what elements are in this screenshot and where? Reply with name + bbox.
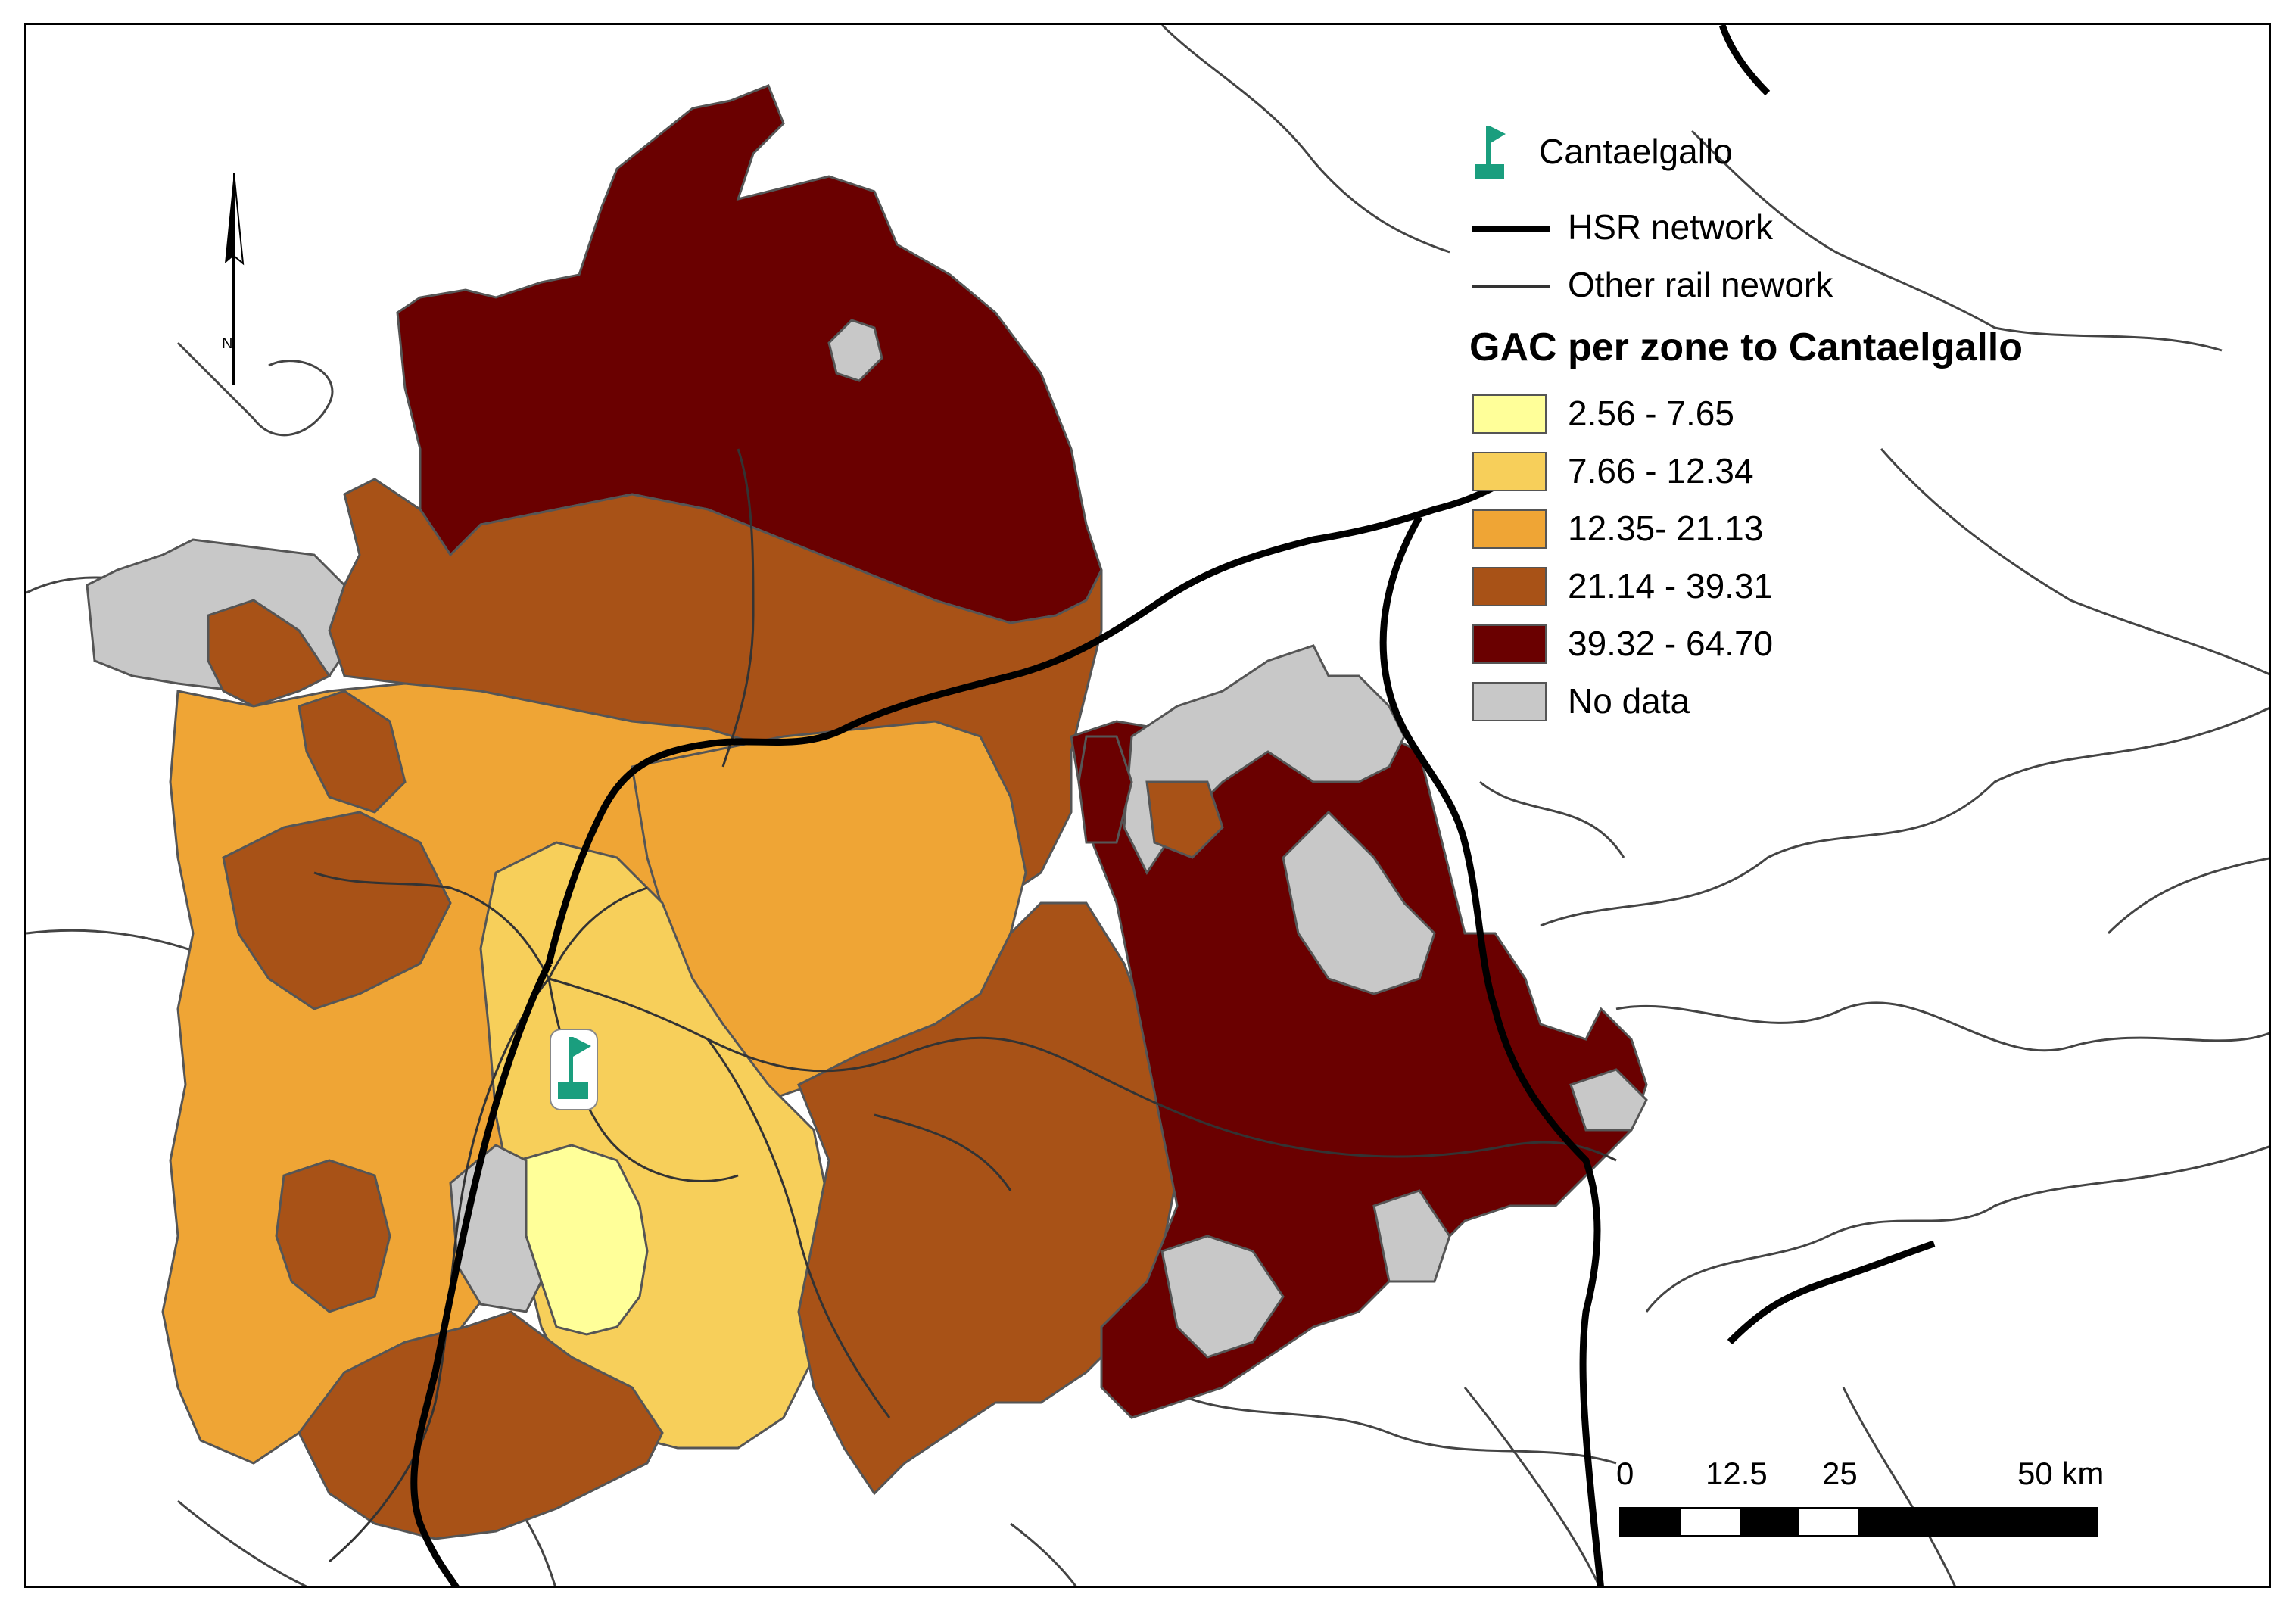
- legend-rail-line: [1472, 285, 1550, 288]
- scale-tick-2: 25: [1822, 1456, 1858, 1491]
- zone-nodata-east5: [1569, 1068, 1648, 1132]
- zone-class5-enclave: [1077, 735, 1133, 844]
- scale-tick-3: 50 km: [2017, 1456, 2104, 1491]
- legend-title: GAC per zone to Cantaelgallo: [1469, 325, 2023, 369]
- site-marker[interactable]: [549, 1028, 599, 1111]
- legend-class-item: 21.14 - 39.31: [1472, 566, 2229, 612]
- zone-class4-west4: [298, 690, 407, 814]
- legend-swatch: [1472, 567, 1547, 606]
- legend-class-label: 7.66 - 12.34: [1568, 451, 1754, 490]
- scale-segments: [1619, 1507, 2098, 1537]
- zone-nodata-north: [827, 319, 883, 382]
- legend-class-item: No data: [1472, 681, 2229, 727]
- legend-class-item: 39.32 - 64.70: [1472, 624, 2229, 670]
- zone-class4-west2: [222, 811, 452, 1010]
- zone-class4-west3: [275, 1159, 391, 1313]
- legend-class-label: 39.32 - 64.70: [1568, 624, 1774, 663]
- legend-class-label: 2.56 - 7.65: [1568, 394, 1734, 433]
- scale-tick-1: 12.5: [1706, 1456, 1768, 1491]
- background-lines: [26, 25, 2269, 1586]
- zone-nodata-east4: [1372, 1189, 1451, 1283]
- flag-icon: [1475, 126, 1506, 179]
- svg-text:N: N: [222, 335, 232, 352]
- legend-swatch: [1472, 624, 1547, 664]
- north-arrow-icon: N: [211, 172, 257, 385]
- legend-class-item: 2.56 - 7.65: [1472, 394, 2229, 440]
- legend-classes: 2.56 - 7.65 7.66 - 12.34 12.35- 21.13 21.14…: [1472, 394, 2229, 750]
- zone-nodata-east2: [1282, 810, 1436, 995]
- legend-class-item: 7.66 - 12.34: [1472, 451, 2229, 497]
- scale-bar: 0 12.5 25 50 km: [1586, 1456, 2116, 1569]
- legend-hsr-line: [1472, 226, 1550, 232]
- legend-class-item: 12.35- 21.13: [1472, 509, 2229, 555]
- legend-rail-label: Other rail nework: [1568, 265, 1833, 304]
- legend-class-label: 21.14 - 39.31: [1568, 566, 1774, 606]
- zone-class4-west: [207, 599, 332, 708]
- zone-nodata-east3: [1160, 1235, 1285, 1359]
- legend-swatch: [1472, 682, 1547, 721]
- zones: [86, 84, 1648, 1540]
- map-legend: Cantaelgallo HSR network Other rail newo…: [1465, 108, 2267, 752]
- scale-tick-0: 0: [1616, 1456, 1634, 1491]
- legend-site-label: Cantaelgallo: [1539, 132, 1733, 171]
- legend-site-icon: [1472, 123, 1510, 184]
- flag-icon: [550, 1029, 598, 1110]
- zone-class4-south: [298, 1310, 664, 1540]
- map-frame: N Cantaelgallo HSR network Other rail ne…: [24, 23, 2271, 1588]
- zone-class4-enclave: [1145, 780, 1224, 859]
- legend-swatch: [1472, 452, 1547, 491]
- hsr-lines: [410, 25, 1936, 1586]
- legend-hsr-label: HSR network: [1568, 207, 1773, 247]
- legend-class-label: No data: [1568, 681, 1690, 721]
- legend-swatch: [1472, 394, 1547, 434]
- legend-swatch: [1472, 509, 1547, 549]
- legend-class-label: 12.35- 21.13: [1568, 509, 1764, 548]
